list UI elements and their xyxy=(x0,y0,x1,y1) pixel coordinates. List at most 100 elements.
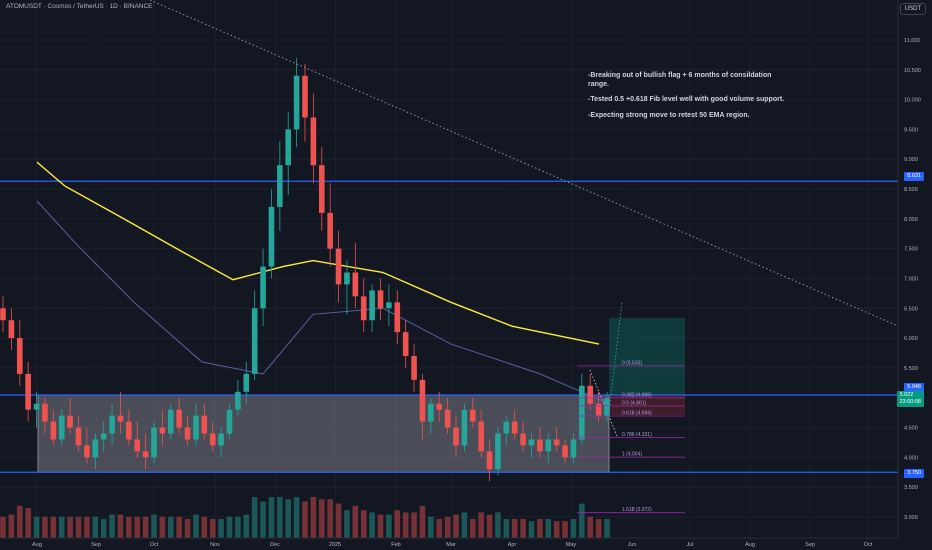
candle-body xyxy=(318,165,325,213)
candle-body xyxy=(58,415,65,440)
volume-bar xyxy=(151,514,157,538)
volume-bar xyxy=(486,514,493,538)
candle-body xyxy=(151,427,157,458)
volume-bar xyxy=(209,519,216,538)
candle-body xyxy=(327,212,333,249)
range-bottom-price-tag: 3.750 xyxy=(904,469,924,478)
candle-body xyxy=(595,403,602,416)
x-tick-label: Mar xyxy=(446,542,456,548)
y-tick-label: 7.000 xyxy=(904,276,918,282)
flag-trendline xyxy=(589,369,618,437)
x-tick-label: May xyxy=(566,542,577,548)
candle-body xyxy=(285,129,292,166)
candle-body xyxy=(394,302,401,333)
volume-bar xyxy=(528,521,535,538)
projection-line xyxy=(608,301,623,413)
candle-body xyxy=(469,409,476,422)
y-tick-label: 8.500 xyxy=(904,187,918,193)
candle-body xyxy=(8,320,15,339)
x-tick-label: Dec xyxy=(270,542,280,548)
x-tick-label: Sep xyxy=(805,542,815,548)
chart-zones xyxy=(37,318,685,473)
candle-body xyxy=(503,421,510,434)
candle-body xyxy=(159,427,166,434)
candle-body xyxy=(302,75,308,118)
volume-bar xyxy=(302,501,308,538)
y-tick-label: 4.500 xyxy=(904,426,918,432)
volume-bar xyxy=(394,510,401,538)
candle-body xyxy=(537,439,543,452)
x-tick-label: Nov xyxy=(210,542,220,548)
y-tick-label: 11.000 xyxy=(904,38,920,44)
x-tick-label: Oct xyxy=(150,542,159,548)
candle-body xyxy=(604,397,610,416)
volume-bar xyxy=(377,514,384,538)
x-tick-label: Aug xyxy=(32,542,42,548)
volume-bar xyxy=(84,516,90,538)
candle-body xyxy=(142,451,149,458)
volume-bar xyxy=(545,519,552,538)
volume-bar xyxy=(16,505,23,538)
y-tick-label: 8.000 xyxy=(904,217,918,223)
volume-bar xyxy=(277,497,283,538)
x-tick-label: Jul xyxy=(686,542,693,548)
volume-bar xyxy=(235,516,241,538)
volume-bar xyxy=(67,516,73,538)
x-tick-label: Sep xyxy=(91,542,101,548)
candle-body xyxy=(209,433,216,446)
volume-bar xyxy=(386,514,392,538)
volume-bar xyxy=(469,519,476,538)
volume-bar xyxy=(100,519,107,538)
ema50-line xyxy=(36,161,600,345)
y-tick-label: 5.500 xyxy=(904,366,918,372)
chart-grid xyxy=(0,39,898,518)
candle-body xyxy=(67,415,73,428)
volume-bar xyxy=(495,512,501,538)
candle-body xyxy=(184,427,191,440)
range-top-price-tag: 5.046 xyxy=(904,383,924,392)
volume-bar xyxy=(511,519,518,538)
volume-bar xyxy=(360,510,367,538)
x-tick-label: Feb xyxy=(391,542,400,548)
consolidation-range-box xyxy=(37,394,610,473)
volume-bar xyxy=(75,516,82,538)
volume-bar xyxy=(344,510,350,538)
candle-body xyxy=(75,427,82,446)
candle-body xyxy=(100,433,107,440)
y-tick-label: 9.500 xyxy=(904,127,918,133)
candle-body xyxy=(528,439,535,446)
candle-body xyxy=(344,272,350,285)
candle-body xyxy=(386,302,392,309)
y-tick-label: 10.000 xyxy=(904,98,921,104)
candle-body xyxy=(0,308,6,321)
stop-zone xyxy=(609,395,685,415)
volume-bar xyxy=(126,516,132,538)
target-zone xyxy=(609,318,685,395)
candle-body xyxy=(293,75,300,130)
note-line-2: -Tested 0.5 +0.618 Fib level well with g… xyxy=(588,96,785,103)
candle-body xyxy=(587,385,594,404)
candle-body xyxy=(478,421,484,452)
candlesticks xyxy=(0,57,610,482)
volume-bar xyxy=(268,497,275,538)
candle-body xyxy=(461,409,468,446)
volume-bar xyxy=(226,516,233,538)
volume-bar xyxy=(335,503,342,538)
currency-badge[interactable]: USDT xyxy=(899,3,926,15)
candle-body xyxy=(218,433,224,446)
candle-body xyxy=(260,266,266,309)
volume-bar xyxy=(33,516,40,538)
fib-level-label: 0.618 (4.694) xyxy=(622,410,652,416)
volume-bar xyxy=(579,503,585,538)
y-tick-label: 9.000 xyxy=(904,157,918,163)
candle-body xyxy=(436,403,443,410)
volume-bar xyxy=(327,499,333,538)
volume-bar xyxy=(176,516,182,538)
candle-body xyxy=(360,296,367,321)
candle-body xyxy=(377,290,384,309)
volume-bar xyxy=(411,512,417,538)
x-tick-label: Aug xyxy=(745,542,755,548)
candle-body xyxy=(419,379,426,422)
